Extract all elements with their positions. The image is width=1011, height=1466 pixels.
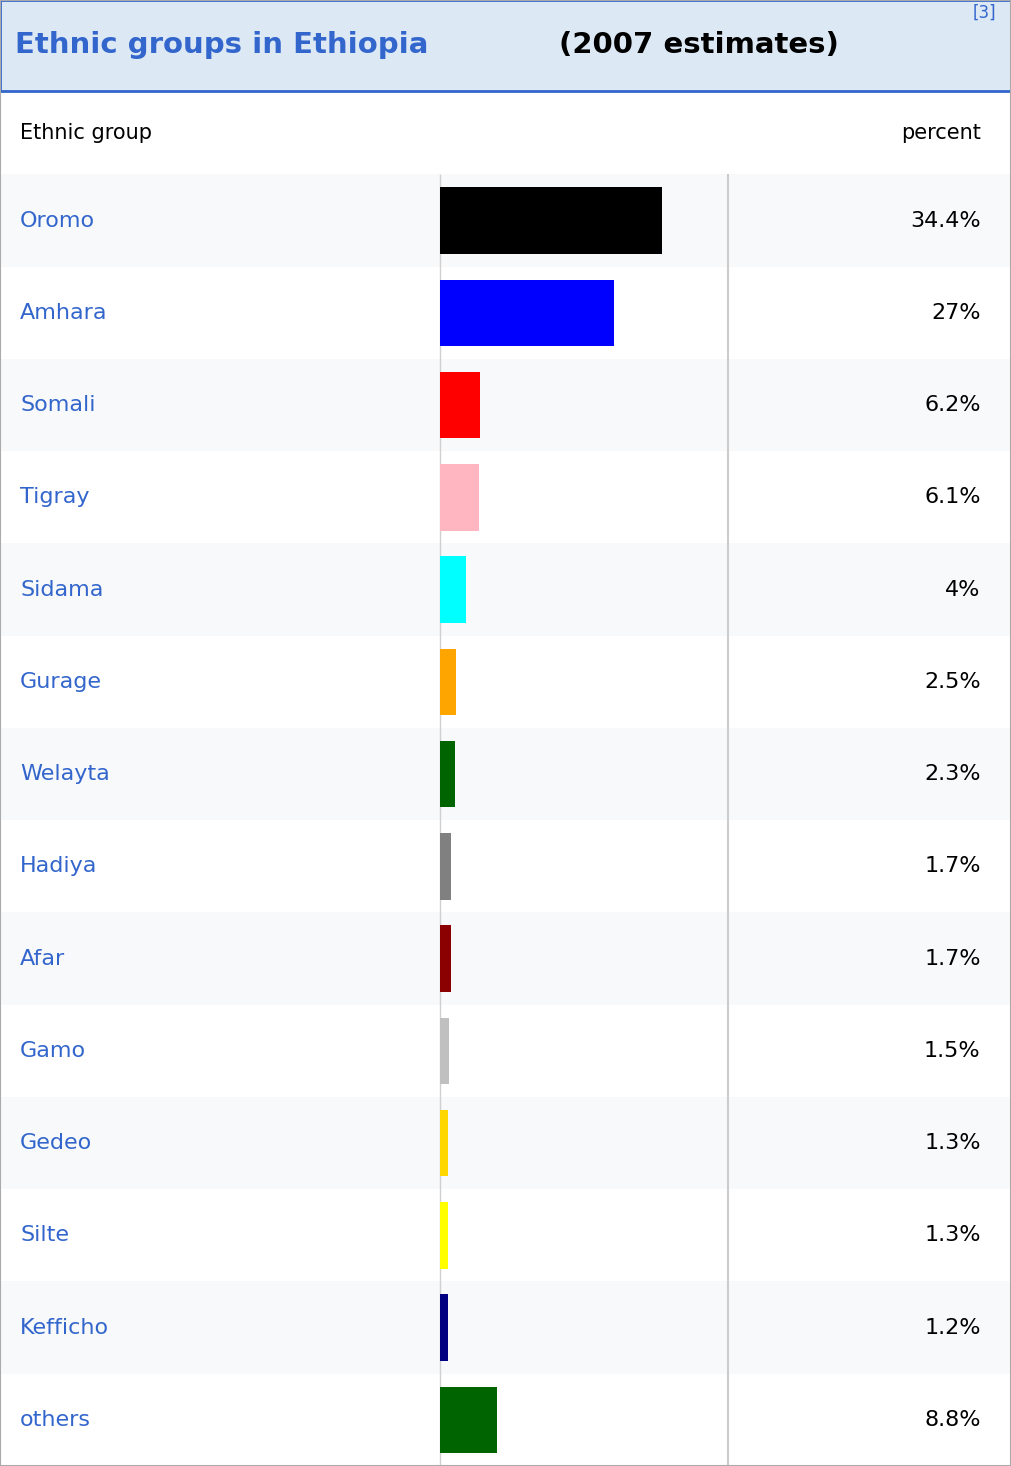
Bar (0, 452, 1011, 544)
Text: Gurage: Gurage (20, 671, 102, 692)
Bar (440, 1202, 448, 1268)
Text: Welayta: Welayta (20, 764, 110, 784)
Text: 1.3%: 1.3% (924, 1133, 981, 1154)
Bar (440, 925, 451, 992)
Text: Amhara: Amhara (20, 303, 108, 323)
Bar (0, 1097, 1011, 1189)
Text: Ethnic groups in Ethiopia: Ethnic groups in Ethiopia (15, 31, 439, 60)
Bar (440, 740, 455, 808)
Text: (2007 estimates): (2007 estimates) (559, 31, 839, 60)
Text: 6.1%: 6.1% (924, 487, 981, 507)
Bar (0, 636, 1011, 729)
Text: Gedeo: Gedeo (20, 1133, 92, 1154)
Text: Ethnic group: Ethnic group (20, 123, 153, 142)
Bar (0, 267, 1011, 359)
Text: Hadiya: Hadiya (20, 856, 98, 877)
Bar (0, 821, 1011, 912)
Text: Ethnic groups in Ethiopia (2007 estimates): Ethnic groups in Ethiopia (2007 estimate… (15, 31, 719, 60)
Text: percent: percent (901, 123, 981, 142)
Text: others: others (20, 1410, 91, 1429)
Text: 1.7%: 1.7% (924, 949, 981, 969)
Text: Gamo: Gamo (20, 1041, 86, 1061)
Bar (0, 1189, 1011, 1281)
Bar (0, 0, 1011, 91)
Text: 8.8%: 8.8% (924, 1410, 981, 1429)
Text: Oromo: Oromo (20, 211, 95, 230)
Text: 1.3%: 1.3% (924, 1226, 981, 1245)
Bar (0, 91, 1011, 174)
Text: 2.5%: 2.5% (924, 671, 981, 692)
Text: Tigray: Tigray (20, 487, 90, 507)
Bar (0, 359, 1011, 452)
Bar (440, 280, 615, 346)
Bar (440, 833, 451, 900)
Text: 1.5%: 1.5% (924, 1041, 981, 1061)
Text: 34.4%: 34.4% (910, 211, 981, 230)
Bar (440, 1294, 448, 1360)
Text: 27%: 27% (931, 303, 981, 323)
Text: [3]: [3] (973, 4, 996, 22)
Bar (0, 1004, 1011, 1097)
Text: Afar: Afar (20, 949, 66, 969)
Bar (440, 372, 480, 438)
Bar (440, 557, 466, 623)
Text: 6.2%: 6.2% (924, 396, 981, 415)
Text: Sidama: Sidama (20, 579, 103, 600)
Bar (0, 1374, 1011, 1466)
Bar (0, 729, 1011, 821)
Text: Silte: Silte (20, 1226, 69, 1245)
Bar (440, 465, 479, 531)
Text: Somali: Somali (20, 396, 96, 415)
Bar (440, 648, 456, 715)
Bar (440, 188, 662, 254)
Bar (440, 1387, 496, 1453)
Text: 4%: 4% (945, 579, 981, 600)
Bar (0, 544, 1011, 636)
Bar (0, 912, 1011, 1004)
Bar (440, 1017, 450, 1083)
Text: 1.7%: 1.7% (924, 856, 981, 877)
Text: 1.2%: 1.2% (924, 1318, 981, 1337)
Bar (440, 1110, 448, 1176)
Text: Kefficho: Kefficho (20, 1318, 109, 1337)
Text: 2.3%: 2.3% (924, 764, 981, 784)
Bar (0, 174, 1011, 267)
Bar (0, 1281, 1011, 1374)
